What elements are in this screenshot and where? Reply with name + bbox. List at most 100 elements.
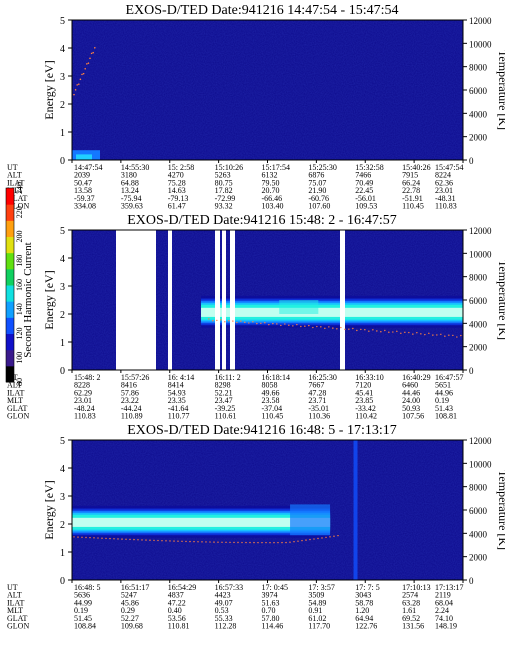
temperature-point — [388, 331, 390, 333]
temperature-point — [129, 538, 131, 541]
temperature-point — [384, 329, 386, 332]
data-gap — [340, 230, 345, 370]
temperature-point — [265, 541, 267, 544]
y-tick-labels: 0 1 2 3 4 5 — [60, 226, 72, 377]
temperature-point — [281, 541, 283, 544]
y2-tick-label: 2000 — [469, 553, 488, 563]
table-cell: 52.27 — [121, 614, 139, 623]
table-cell: 15:32:58 — [355, 163, 383, 172]
table-cell: 23.71 — [308, 396, 326, 405]
temperature-point — [336, 328, 338, 330]
colorbar-swatch — [6, 204, 14, 221]
temperature-point — [248, 322, 250, 324]
table-cell: 79.50 — [262, 178, 280, 187]
table-cell: 1.20 — [355, 606, 369, 615]
band-level — [72, 517, 331, 527]
table-cell: 7915 — [402, 171, 418, 180]
table-row-label: UT — [7, 163, 18, 172]
y-tick-label: 0 — [60, 576, 65, 587]
temperature-point — [277, 541, 279, 544]
table-cell: 22.45 — [355, 186, 373, 195]
temperature-point — [232, 320, 234, 322]
table-cell: 110.45 — [262, 412, 284, 421]
table-cell: -44.24 — [121, 404, 142, 413]
temperature-point — [260, 322, 262, 325]
temperature-point — [456, 336, 458, 338]
colorbar-swatch — [6, 220, 14, 237]
temperature-point — [224, 321, 226, 323]
temperature-point — [305, 539, 307, 541]
temperature-point — [460, 334, 462, 337]
temperature-point — [141, 539, 143, 541]
temperature-point — [404, 331, 406, 334]
spectrogram-panel-3: EXOS-D/TED Date:941216 16:48: 5 - 17:13:… — [7, 423, 505, 631]
table-cell: 47.22 — [168, 598, 186, 607]
temperature-point — [284, 323, 286, 325]
y2-axis-label: Temperature [K] — [496, 260, 505, 340]
table-cell: 15:10:26 — [215, 163, 243, 172]
panel-title: EXOS-D/TED Date:941216 15:48: 2 - 16:47:… — [127, 213, 396, 228]
table-cell: 16:40:29 — [402, 373, 430, 382]
table-cell: 64.94 — [355, 614, 373, 623]
colorbar-swatches — [5, 187, 15, 383]
temperature-point — [448, 334, 450, 336]
table-row-label: ILAT — [7, 598, 24, 607]
table-cell: 50.93 — [402, 404, 420, 413]
colorbar-tick-label: 160 — [15, 279, 24, 291]
table-cell: 16:11: 2 — [215, 373, 241, 382]
temperature-point — [424, 333, 426, 336]
table-cell: 108.84 — [74, 622, 96, 631]
data-gap — [152, 230, 156, 370]
table-cell: 1.61 — [402, 606, 416, 615]
y-tick-label: 0 — [60, 156, 65, 167]
table-cell: 17:10:13 — [402, 583, 430, 592]
table-cell: 57.80 — [262, 614, 280, 623]
temperature-point — [93, 537, 95, 539]
data-gap — [168, 230, 172, 370]
table-cell: 108.81 — [435, 412, 457, 421]
temperature-point — [233, 541, 235, 544]
table-cell: 334.08 — [74, 202, 96, 211]
temperature-point — [81, 73, 83, 76]
table-cell: 52.21 — [215, 388, 233, 397]
temperature-point — [181, 540, 183, 543]
table-cell: 61.47 — [168, 202, 186, 211]
table-cell: 51.63 — [262, 598, 280, 607]
table-cell: 44.46 — [402, 388, 420, 397]
y2-tick-label: 0 — [469, 576, 474, 586]
y-tick-label: 4 — [60, 254, 65, 265]
temperature-point — [257, 541, 259, 544]
temperature-point — [220, 319, 222, 321]
y-tick-label: 3 — [60, 72, 65, 83]
table-cell: 8298 — [215, 381, 231, 390]
temperature-point — [304, 325, 306, 327]
table-cell: -41.64 — [168, 404, 189, 413]
table-cell: 22.78 — [402, 186, 420, 195]
table-row-label: ILAT — [7, 388, 24, 397]
table-cell: 110.83 — [74, 412, 96, 421]
temperature-point — [189, 540, 191, 543]
table-row-label: ILAT — [7, 178, 24, 187]
table-cell: -48.24 — [74, 404, 95, 413]
temperature-point — [300, 325, 302, 328]
temperature-point — [237, 541, 239, 544]
table-cell: 17.82 — [215, 186, 233, 195]
ephemeris-table: UTALTILATMLTGLATGLON15:48: 2822862.2923.… — [7, 370, 464, 421]
table-cell: 68.04 — [435, 598, 453, 607]
temperature-point — [225, 541, 227, 544]
table-cell: 8058 — [262, 381, 278, 390]
table-cell: -56.01 — [355, 194, 376, 203]
spectrogram-plot — [71, 439, 464, 581]
temperature-point — [149, 539, 151, 541]
temperature-point — [73, 93, 75, 96]
temperature-point — [280, 324, 282, 327]
temperature-point — [329, 536, 331, 538]
temperature-point — [440, 333, 442, 335]
temperature-point — [90, 52, 93, 55]
colorbar-swatch — [6, 252, 14, 270]
table-cell: 8414 — [168, 381, 184, 390]
table-cell: 0.53 — [215, 606, 229, 615]
table-cell: 50.47 — [74, 178, 92, 187]
table-cell: 13.58 — [74, 186, 92, 195]
table-cell: 13.24 — [121, 186, 139, 195]
